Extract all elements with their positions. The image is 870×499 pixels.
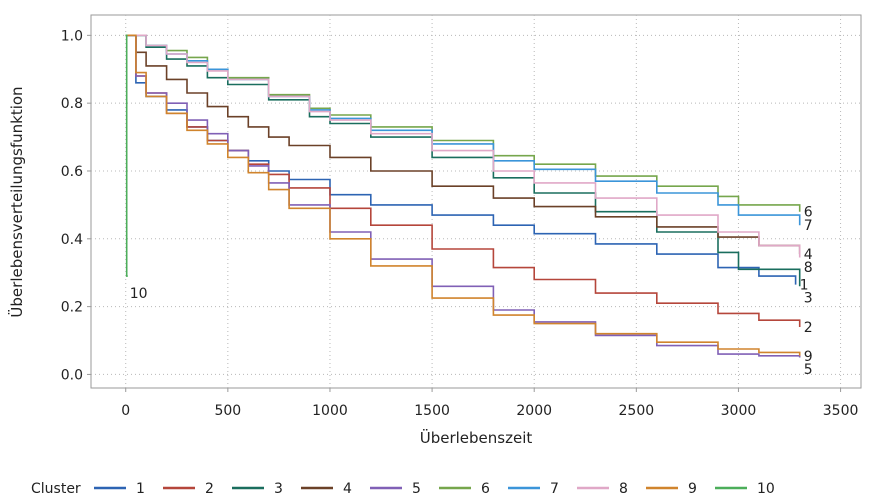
y-tick-label: 0.4 [61, 232, 83, 248]
series-line-10 [125, 34, 128, 277]
x-tick-label: 3000 [721, 403, 757, 419]
x-tick-label: 0 [121, 403, 130, 419]
series-line-8 [125, 34, 801, 258]
legend-label-4: 4 [343, 481, 352, 497]
y-axis: 0.0 0.2 0.4 0.6 0.8 1.0 [61, 28, 91, 383]
legend-label-1: 1 [136, 481, 145, 497]
y-tick-label: 0.8 [61, 96, 83, 112]
series-line-2 [125, 34, 801, 327]
legend: Cluster 1 2 3 4 5 6 7 8 9 10 [31, 481, 775, 497]
x-tick-label: 2000 [516, 403, 552, 419]
legend-label-2: 2 [205, 481, 214, 497]
series-end-label-5: 5 [804, 362, 813, 378]
series-end-label-10: 10 [130, 286, 148, 302]
y-tick-label: 0.2 [61, 300, 83, 316]
plot-frame [90, 14, 862, 389]
grid [91, 15, 861, 388]
series-line-9 [125, 34, 801, 356]
x-axis-title: Überlebenszeit [420, 428, 533, 447]
legend-label-8: 8 [619, 481, 628, 497]
x-tick-label: 1000 [312, 403, 348, 419]
legend-label-10: 10 [757, 481, 775, 497]
y-axis-title: Überlebensverteilungsfunktion [7, 86, 26, 317]
x-tick-label: 2500 [619, 403, 655, 419]
series-end-label-2: 2 [804, 320, 813, 336]
series-end-label-7: 7 [804, 218, 813, 234]
series-end-label-3: 3 [804, 291, 813, 307]
legend-label-6: 6 [481, 481, 490, 497]
series-line-6 [125, 34, 801, 212]
x-axis: 0 500 1000 1500 2000 2500 3000 3500 [121, 388, 858, 419]
y-tick-label: 1.0 [61, 28, 83, 44]
x-tick-label: 500 [214, 403, 241, 419]
series-line-5 [125, 34, 801, 358]
series-end-label-9: 9 [804, 349, 813, 365]
series-line-1 [125, 34, 797, 285]
series-line-4 [125, 34, 801, 255]
series-end-label-6: 6 [804, 205, 813, 221]
y-tick-label: 0.0 [61, 367, 83, 383]
legend-label-9: 9 [688, 481, 697, 497]
series-layer [125, 34, 801, 358]
legend-title: Cluster [31, 481, 81, 497]
legend-label-7: 7 [550, 481, 559, 497]
end-labels: 67 48 13 2 95 10 [130, 205, 813, 378]
series-end-label-4: 4 [804, 247, 813, 263]
legend-label-5: 5 [412, 481, 421, 497]
x-tick-label: 1500 [414, 403, 450, 419]
y-tick-label: 0.6 [61, 164, 83, 180]
series-line-7 [125, 34, 801, 226]
x-tick-label: 3500 [823, 403, 859, 419]
legend-label-3: 3 [274, 481, 283, 497]
series-end-label-8: 8 [804, 260, 813, 276]
series-end-label-1: 1 [800, 278, 809, 294]
